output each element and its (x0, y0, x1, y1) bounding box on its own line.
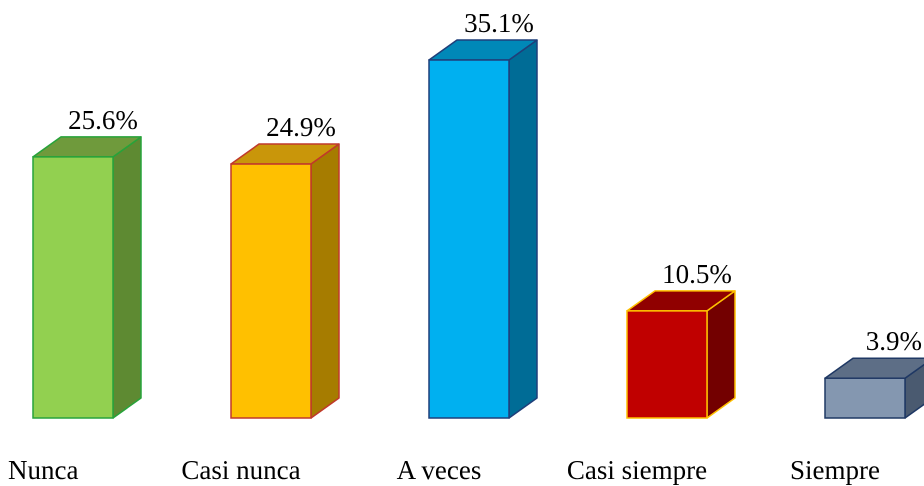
bar-side-4 (706, 290, 736, 419)
bar-front-5 (824, 377, 906, 419)
data-label-5: 3.9% (866, 326, 922, 356)
bar-side-3 (508, 39, 538, 419)
bar-1 (32, 136, 142, 419)
bar-5 (824, 357, 924, 419)
bar-4 (626, 290, 736, 419)
bar-side-1 (112, 136, 142, 419)
data-label-2: 24.9% (266, 112, 336, 142)
data-label-1: 25.6% (68, 105, 138, 135)
category-label-3: A veces (397, 455, 482, 485)
data-label-3: 35.1% (464, 8, 534, 38)
bar-top-5 (824, 357, 924, 379)
bar-front-3 (428, 59, 510, 419)
bar-2 (230, 143, 340, 419)
category-label-5: Siempre (790, 455, 880, 485)
category-label-1: Nunca (8, 455, 78, 485)
category-label-4: Casi siempre (567, 455, 707, 485)
data-label-4: 10.5% (662, 259, 732, 289)
bar-side-2 (310, 143, 340, 419)
bar-front-1 (32, 156, 114, 419)
category-label-2: Casi nunca (181, 455, 300, 485)
bar-front-4 (626, 310, 708, 419)
bar-3 (428, 39, 538, 419)
bar-front-2 (230, 163, 312, 419)
